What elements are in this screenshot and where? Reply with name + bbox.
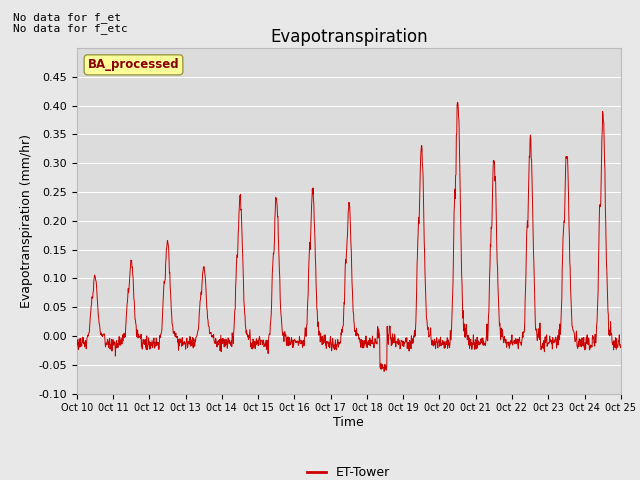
Title: Evapotranspiration: Evapotranspiration: [270, 28, 428, 47]
Legend: ET-Tower: ET-Tower: [302, 461, 396, 480]
Y-axis label: Evapotranspiration (mm/hr): Evapotranspiration (mm/hr): [20, 134, 33, 308]
Text: BA_processed: BA_processed: [88, 59, 179, 72]
Text: No data for f_etc: No data for f_etc: [13, 23, 127, 34]
X-axis label: Time: Time: [333, 416, 364, 429]
Text: No data for f_et: No data for f_et: [13, 12, 121, 23]
